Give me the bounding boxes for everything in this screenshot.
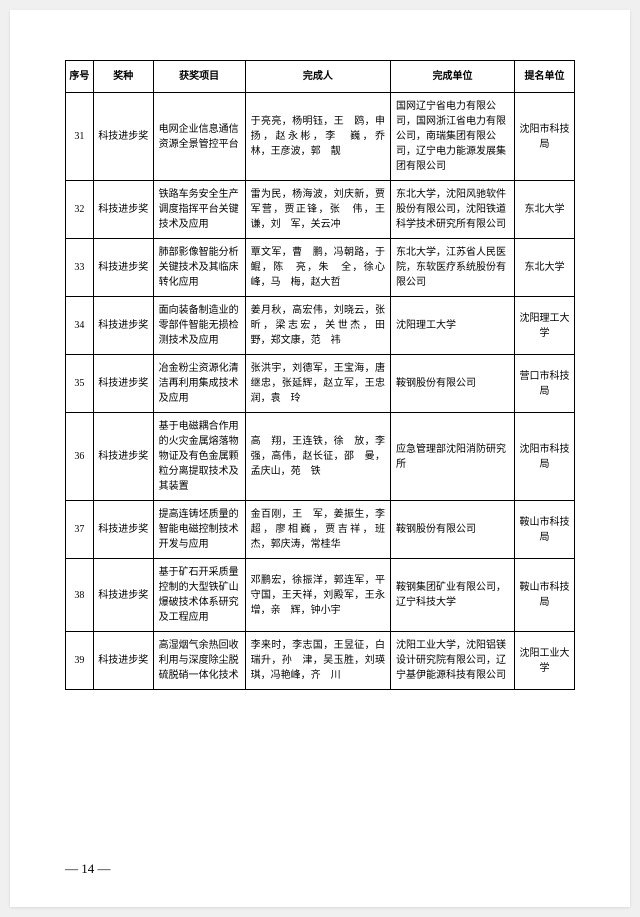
cell-project: 基于电磁耦合作用的火灾金属熔落物物证及有色金属颗粒分离提取技术及其装置 bbox=[153, 413, 245, 501]
document-page: 序号 奖种 获奖项目 完成人 完成单位 提名单位 31科技进步奖电网企业信息通信… bbox=[10, 10, 630, 907]
cell-people: 覃文军，曹 鹏，冯朝路，于 鲲，陈 亮，朱 全，徐心峰，马 梅，赵大哲 bbox=[245, 239, 390, 297]
cell-people: 雷为民，杨海波，刘庆新，贾军营，贾正锋，张 伟，王 谦，刘 军，关云冲 bbox=[245, 181, 390, 239]
cell-num: 37 bbox=[66, 501, 94, 559]
cell-num: 39 bbox=[66, 632, 94, 690]
table-row: 32科技进步奖铁路车务安全生产调度指挥平台关键技术及应用雷为民，杨海波，刘庆新，… bbox=[66, 181, 575, 239]
col-header-type: 奖种 bbox=[93, 61, 153, 93]
cell-people: 李来时，李志国，王昱征，白瑞升，孙 津，吴玉胜，刘瑛琪，冯艳峰，齐 川 bbox=[245, 632, 390, 690]
cell-project: 铁路车务安全生产调度指挥平台关键技术及应用 bbox=[153, 181, 245, 239]
cell-nominator: 沈阳市科技局 bbox=[515, 93, 575, 181]
cell-project: 面向装备制造业的零部件智能无损检测技术及应用 bbox=[153, 297, 245, 355]
cell-type: 科技进步奖 bbox=[93, 501, 153, 559]
table-row: 37科技进步奖提高连铸坯质量的智能电磁控制技术开发与应用金百刚，王 军，姜振生，… bbox=[66, 501, 575, 559]
cell-num: 36 bbox=[66, 413, 94, 501]
cell-org: 鞍钢股份有限公司 bbox=[391, 501, 515, 559]
cell-org: 沈阳工业大学，沈阳铝镁设计研究院有限公司，辽宁基伊能源科技有限公司 bbox=[391, 632, 515, 690]
cell-nominator: 沈阳市科技局 bbox=[515, 413, 575, 501]
cell-type: 科技进步奖 bbox=[93, 559, 153, 632]
col-header-num: 序号 bbox=[66, 61, 94, 93]
awards-table: 序号 奖种 获奖项目 完成人 完成单位 提名单位 31科技进步奖电网企业信息通信… bbox=[65, 60, 575, 690]
cell-org: 鞍钢股份有限公司 bbox=[391, 355, 515, 413]
table-body: 31科技进步奖电网企业信息通信资源全景管控平台于亮亮，杨明钰，王 鸥，申 扬，赵… bbox=[66, 93, 575, 690]
cell-project: 基于矿石开采质量控制的大型铁矿山爆破技术体系研究及工程应用 bbox=[153, 559, 245, 632]
cell-nominator: 东北大学 bbox=[515, 181, 575, 239]
col-header-project: 获奖项目 bbox=[153, 61, 245, 93]
cell-num: 34 bbox=[66, 297, 94, 355]
cell-people: 于亮亮，杨明钰，王 鸥，申 扬，赵永彬，李 巍，乔 林，王彦波，郭 靓 bbox=[245, 93, 390, 181]
cell-num: 32 bbox=[66, 181, 94, 239]
cell-nominator: 营口市科技局 bbox=[515, 355, 575, 413]
cell-org: 国网辽宁省电力有限公司，国网浙江省电力有限公司，南瑞集团有限公司，辽宁电力能源发… bbox=[391, 93, 515, 181]
col-header-people: 完成人 bbox=[245, 61, 390, 93]
cell-people: 张洪宇，刘德军，王宝海，唐继忠，张延辉，赵立军，王忠润，袁 玲 bbox=[245, 355, 390, 413]
cell-num: 35 bbox=[66, 355, 94, 413]
table-row: 35科技进步奖冶金粉尘资源化清洁再利用集成技术及应用张洪宇，刘德军，王宝海，唐继… bbox=[66, 355, 575, 413]
cell-project: 肺部影像智能分析关键技术及其临床转化应用 bbox=[153, 239, 245, 297]
table-row: 38科技进步奖基于矿石开采质量控制的大型铁矿山爆破技术体系研究及工程应用邓鹏宏，… bbox=[66, 559, 575, 632]
cell-nominator: 沈阳工业大学 bbox=[515, 632, 575, 690]
table-row: 33科技进步奖肺部影像智能分析关键技术及其临床转化应用覃文军，曹 鹏，冯朝路，于… bbox=[66, 239, 575, 297]
cell-num: 33 bbox=[66, 239, 94, 297]
cell-org: 应急管理部沈阳消防研究所 bbox=[391, 413, 515, 501]
cell-people: 金百刚，王 军，姜振生，李 超，廖相巍，贾吉祥，班 杰，郭庆涛，常桂华 bbox=[245, 501, 390, 559]
cell-org: 沈阳理工大学 bbox=[391, 297, 515, 355]
cell-project: 冶金粉尘资源化清洁再利用集成技术及应用 bbox=[153, 355, 245, 413]
table-row: 36科技进步奖基于电磁耦合作用的火灾金属熔落物物证及有色金属颗粒分离提取技术及其… bbox=[66, 413, 575, 501]
cell-project: 电网企业信息通信资源全景管控平台 bbox=[153, 93, 245, 181]
cell-type: 科技进步奖 bbox=[93, 413, 153, 501]
cell-org: 鞍钢集团矿业有限公司，辽宁科技大学 bbox=[391, 559, 515, 632]
page-number: — 14 — bbox=[65, 861, 111, 877]
cell-people: 高 翔，王连铁，徐 放，李 强，高伟，赵长征，邵 曼，孟庆山，苑 铁 bbox=[245, 413, 390, 501]
table-row: 39科技进步奖高湿烟气余热回收利用与深度除尘脱硫脱硝一体化技术李来时，李志国，王… bbox=[66, 632, 575, 690]
cell-people: 邓鹏宏，徐振洋，郭连军，平守国，王天祥，刘殿军，王永增，亲 辉，钟小宇 bbox=[245, 559, 390, 632]
cell-org: 东北大学，沈阳风驰软件股份有限公司，沈阳铁道科学技术研究所有限公司 bbox=[391, 181, 515, 239]
cell-type: 科技进步奖 bbox=[93, 632, 153, 690]
table-row: 31科技进步奖电网企业信息通信资源全景管控平台于亮亮，杨明钰，王 鸥，申 扬，赵… bbox=[66, 93, 575, 181]
col-header-nominator: 提名单位 bbox=[515, 61, 575, 93]
cell-project: 提高连铸坯质量的智能电磁控制技术开发与应用 bbox=[153, 501, 245, 559]
cell-nominator: 鞍山市科技局 bbox=[515, 559, 575, 632]
cell-org: 东北大学，江苏省人民医院，东软医疗系统股份有限公司 bbox=[391, 239, 515, 297]
cell-nominator: 鞍山市科技局 bbox=[515, 501, 575, 559]
col-header-org: 完成单位 bbox=[391, 61, 515, 93]
cell-num: 38 bbox=[66, 559, 94, 632]
cell-people: 姜月秋，高宏伟，刘晓云，张 昕，梁志宏，关世杰，田 野，郑文康，范 祎 bbox=[245, 297, 390, 355]
table-header-row: 序号 奖种 获奖项目 完成人 完成单位 提名单位 bbox=[66, 61, 575, 93]
cell-type: 科技进步奖 bbox=[93, 181, 153, 239]
cell-type: 科技进步奖 bbox=[93, 297, 153, 355]
cell-type: 科技进步奖 bbox=[93, 93, 153, 181]
cell-nominator: 东北大学 bbox=[515, 239, 575, 297]
cell-nominator: 沈阳理工大学 bbox=[515, 297, 575, 355]
cell-type: 科技进步奖 bbox=[93, 239, 153, 297]
cell-project: 高湿烟气余热回收利用与深度除尘脱硫脱硝一体化技术 bbox=[153, 632, 245, 690]
cell-type: 科技进步奖 bbox=[93, 355, 153, 413]
cell-num: 31 bbox=[66, 93, 94, 181]
table-row: 34科技进步奖面向装备制造业的零部件智能无损检测技术及应用姜月秋，高宏伟，刘晓云… bbox=[66, 297, 575, 355]
